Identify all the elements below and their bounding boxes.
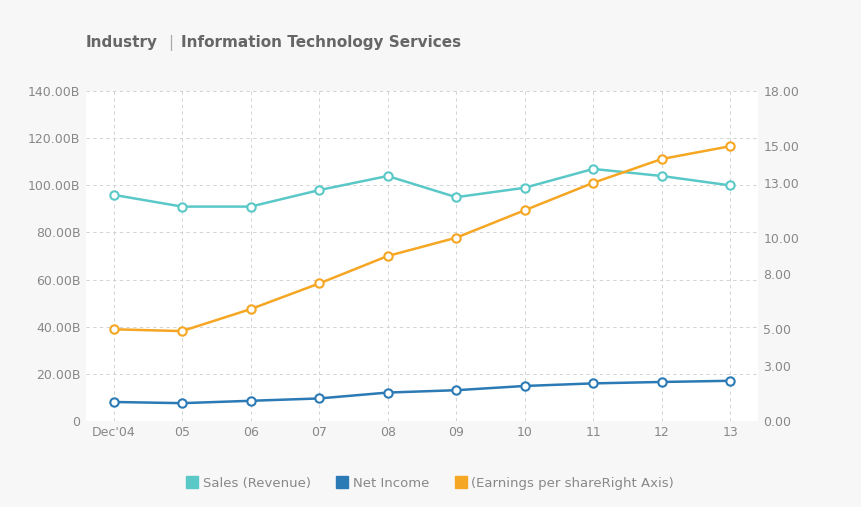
- Text: |: |: [168, 35, 173, 52]
- Legend: Sales (Revenue), Net Income, (Earnings per shareRight Axis): Sales (Revenue), Net Income, (Earnings p…: [182, 472, 679, 495]
- Text: Industry: Industry: [86, 35, 158, 51]
- Text: Information Technology Services: Information Technology Services: [181, 35, 461, 51]
